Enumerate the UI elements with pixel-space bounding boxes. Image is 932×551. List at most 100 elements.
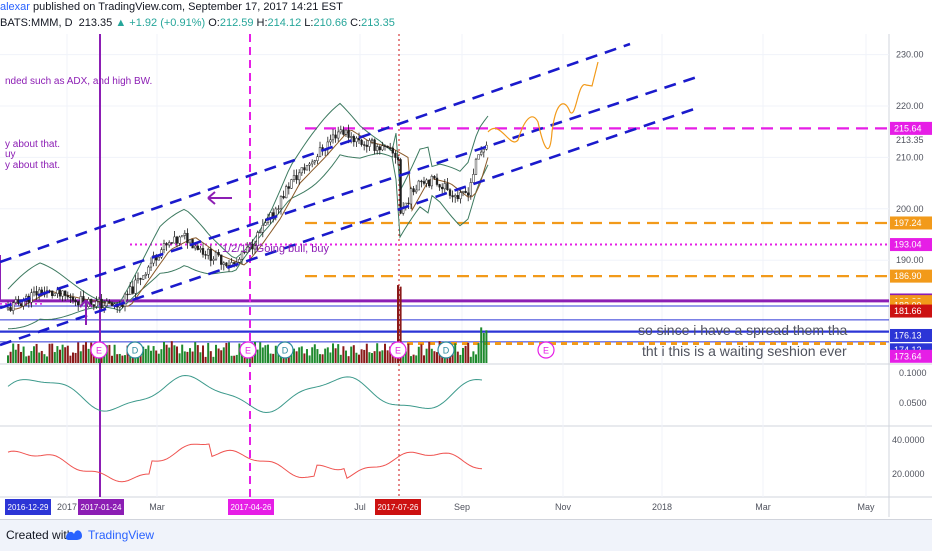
candle-body (170, 242, 173, 244)
volume-bar (407, 343, 410, 363)
price-chart[interactable]: E D E D E D E nded such as ADX, and high BW. y … (0, 0, 932, 519)
price-tick-label: 210.00 (896, 152, 924, 162)
event-marker-label: E (543, 346, 549, 356)
candle-body (181, 235, 184, 238)
event-marker-label: D (132, 346, 139, 356)
volume-bar (324, 348, 327, 363)
candle-body (152, 255, 155, 264)
candle-body (428, 179, 431, 187)
candle-body (383, 145, 387, 147)
volume-bar (14, 349, 17, 363)
candle-body (66, 295, 69, 298)
volume-bar (27, 355, 30, 363)
chart-annotation: so since i have a spread them tha (638, 322, 848, 338)
dividend-marker-icon[interactable] (276, 341, 294, 359)
last-price: 213.35 (78, 17, 113, 29)
author-link[interactable]: alexar (0, 1, 30, 13)
volume-bar (423, 355, 425, 363)
candle-body (318, 147, 322, 157)
volume-bar (334, 348, 337, 363)
low-label: L: (304, 17, 314, 29)
volume-bar (160, 349, 163, 363)
time-tag-label: 2017-07-26 (378, 503, 419, 512)
volume-bar (61, 344, 64, 363)
candle-body (194, 245, 197, 249)
volume-bar (332, 343, 334, 363)
candle-body (344, 129, 348, 135)
candle-body (56, 289, 59, 294)
candle-body (110, 302, 114, 306)
volume-bar (293, 348, 295, 363)
candle-body (209, 248, 212, 261)
candle-body (295, 175, 298, 181)
candle-body (482, 149, 485, 153)
dividend-marker-icon[interactable] (437, 341, 455, 359)
volume-bar (350, 346, 353, 363)
candle-body (407, 202, 410, 205)
volume-bar (12, 343, 15, 363)
volume-bar (72, 352, 74, 363)
volume-bar (157, 353, 160, 363)
candle-body (32, 291, 36, 293)
candle-body (365, 144, 368, 147)
time-tag-label: 2017-04-26 (231, 503, 272, 512)
price-tick-label: 213.35 (896, 135, 924, 145)
candle-body (347, 129, 350, 138)
candle-body (214, 252, 218, 260)
volume-bar (410, 356, 412, 363)
volume-bar (69, 355, 72, 363)
volume-bar (225, 342, 228, 363)
candle-body (212, 258, 215, 261)
volume-bar (220, 350, 223, 363)
volume-bar (402, 355, 405, 363)
close-label: C: (350, 17, 362, 29)
earnings-marker-icon[interactable] (90, 341, 108, 359)
candle-body (183, 232, 186, 236)
volume-bar (199, 352, 202, 363)
tradingview-brand[interactable]: TradingView (88, 528, 155, 542)
earnings-marker-icon[interactable] (389, 341, 407, 359)
event-marker-label: E (96, 346, 102, 356)
volume-bar (152, 346, 155, 363)
candle-body (79, 296, 82, 306)
candle-body (290, 179, 293, 189)
volume-bar (420, 344, 423, 363)
candle-body (389, 147, 392, 149)
volume-bar (358, 354, 360, 363)
volume-bar (170, 341, 173, 363)
candle-body (173, 236, 176, 244)
candle-body (261, 225, 264, 233)
candle-body (162, 243, 166, 250)
volume-bar (342, 346, 345, 363)
candle-body (126, 293, 129, 296)
dividend-marker-icon[interactable] (126, 341, 144, 359)
indicator-tick-label: 40.0000 (892, 435, 925, 445)
volume-bar (40, 350, 43, 363)
volume-bar (25, 356, 28, 363)
candle-body (386, 145, 389, 149)
time-tick-label: 2018 (652, 502, 672, 512)
candle-body (422, 181, 426, 184)
tradingview-logo-icon (66, 530, 82, 540)
volume-bar (311, 347, 314, 363)
volume-bar (264, 345, 267, 363)
candle-body (298, 172, 301, 181)
candle-body (480, 151, 483, 155)
candle-body (474, 158, 478, 175)
candle-body (396, 157, 400, 160)
volume-bar (261, 347, 264, 363)
volume-bar (256, 349, 259, 363)
open-value: 212.59 (219, 17, 254, 29)
chart-annotation: y about that. (5, 160, 60, 171)
candle-body (451, 195, 454, 198)
volume-bar (363, 349, 366, 363)
price-tick-label: 200.00 (896, 204, 924, 214)
earnings-marker-icon[interactable] (537, 341, 555, 359)
candle-body (381, 145, 384, 151)
volume-bar (100, 354, 103, 363)
earnings-marker-icon[interactable] (239, 341, 257, 359)
volume-bar (111, 355, 113, 363)
candle-body (412, 188, 415, 193)
candle-body (253, 245, 257, 250)
price-tag-label: 193.04 (894, 240, 922, 250)
